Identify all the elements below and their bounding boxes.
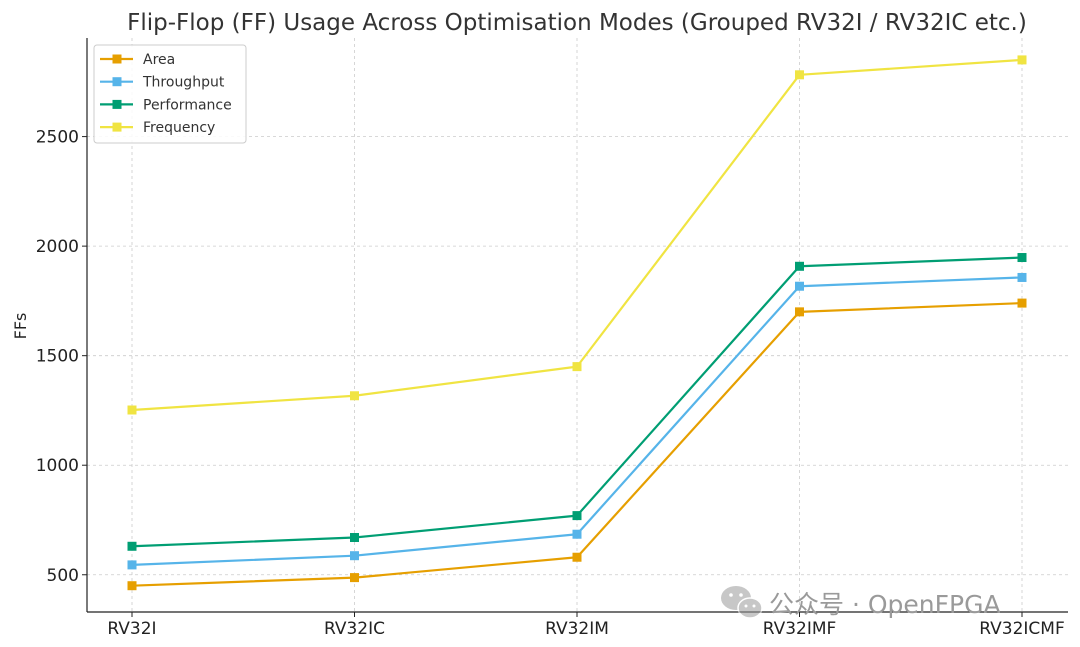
data-point-throughput [350,551,359,561]
y-axis-label: FFs [11,313,30,340]
legend-label-throughput: Throughput [142,75,225,91]
data-point-throughput [127,560,137,570]
data-point-performance [572,511,582,521]
data-point-frequency [572,362,582,372]
y-tick-label: 2000 [36,237,79,257]
data-point-area [572,552,582,562]
data-point-area [350,573,359,583]
data-point-area [1017,298,1027,308]
data-point-area [795,307,804,317]
data-point-frequency [127,405,137,415]
chart-title: Flip-Flop (FF) Usage Across Optimisation… [127,10,1027,36]
series [127,55,1027,591]
data-point-frequency [350,391,359,401]
watermark-text: 公众号 · OpenFPGA [769,590,1001,619]
x-tick-label: RV32IM [545,619,609,639]
legend-marker-frequency [112,122,122,132]
x-tick-label: RV32I [107,619,156,639]
data-point-throughput [1017,272,1027,282]
legend-marker-area [112,54,122,64]
watermark: 公众号 · OpenFPGA [721,586,1001,619]
data-point-performance [127,541,137,551]
data-point-performance [350,533,359,543]
data-point-frequency [1017,55,1027,65]
data-point-throughput [795,281,804,291]
y-tick-label: 500 [47,566,79,586]
grid [87,38,1068,612]
x-tick-label: RV32IC [324,619,385,639]
legend-box [93,44,247,144]
y-tick-label: 1000 [36,456,79,476]
legend: Area Throughput Performance Frequency [93,44,247,144]
x-tick-label: RV32ICMF [979,619,1064,639]
data-point-performance [1017,253,1027,263]
data-point-performance [795,261,804,271]
legend-label-area: Area [143,52,175,68]
legend-label-frequency: Frequency [143,120,215,136]
wechat-icon [721,586,763,619]
legend-marker-throughput [112,77,122,87]
x-tick-label: RV32IMF [763,619,837,639]
legend-marker-performance [112,99,122,109]
x-ticks: RV32I RV32IC RV32IM RV32IMF RV32ICMF [107,612,1065,639]
y-ticks: 500 1000 1500 2000 2500 [36,128,87,586]
data-point-area [127,581,137,591]
data-point-throughput [572,529,582,539]
legend-label-performance: Performance [143,97,232,113]
y-tick-label: 1500 [36,347,79,367]
y-tick-label: 2500 [36,128,79,148]
data-point-frequency [795,70,804,80]
